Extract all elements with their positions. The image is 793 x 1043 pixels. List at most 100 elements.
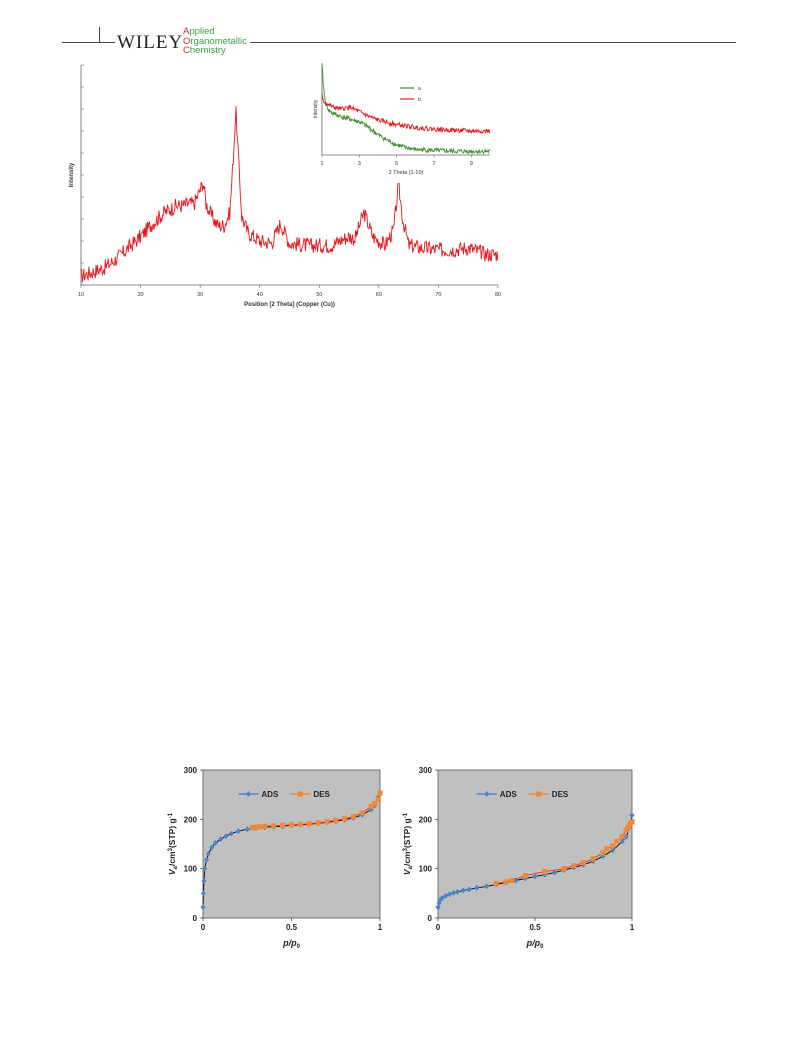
isotherm-right-des-point — [610, 843, 616, 849]
isotherm-right-ads-point — [619, 838, 625, 845]
xrd-x-tick-label: 20 — [138, 292, 144, 298]
isotherm-right-y-tick-label: 300 — [419, 766, 433, 775]
isotherm-right-ads-point — [443, 892, 449, 899]
isotherm-right-des-point — [627, 821, 633, 827]
header-tick — [99, 27, 100, 42]
isotherm-right-ads-point — [437, 897, 443, 904]
isotherm-right-ads-point — [474, 884, 480, 891]
isotherm-left-ads-point — [200, 904, 206, 911]
xrd-x-axis-label: Position [2 Theta] (Copper (Cu)) — [244, 302, 335, 308]
journal-line-1: Applied — [183, 26, 215, 37]
xrd-inset-y-axis-label: Intensity — [313, 99, 319, 118]
isotherm-left-ads-point — [209, 844, 215, 851]
isotherm-right-des-point — [509, 877, 515, 884]
xrd-inset-x-tick-label: 1 — [320, 161, 323, 167]
isotherm-right-des-point — [600, 850, 606, 856]
isotherm-right-ads-point — [484, 883, 489, 890]
isotherm-left-des-point — [333, 817, 339, 823]
isotherm-right-x-axis-label: p/p0 — [526, 938, 545, 950]
isotherm-left-y-tick-label: 100 — [184, 865, 198, 874]
isotherm-right-x-tick-label: 0 — [436, 923, 441, 932]
isotherm-left-y-axis-label: Va/cm3(STP) g-1 — [167, 812, 179, 875]
xrd-inset-x-axis-label: 2 Theta (1-10) — [389, 170, 424, 176]
isotherm-right-plot-area — [437, 769, 633, 919]
journal-line-3: Chemistry — [183, 45, 226, 56]
isotherm-left-ads-point — [200, 890, 206, 897]
isotherm-left-ads-point — [244, 826, 250, 833]
xrd-inset-legend-label-b: b — [418, 97, 421, 103]
isotherm-left-des-point — [257, 824, 263, 830]
isotherm-left-des-point — [280, 822, 286, 828]
isotherm-right-ads-point — [532, 873, 538, 880]
isotherm-right-ads-point — [610, 847, 616, 854]
isotherm-left-y-tick-label: 300 — [184, 766, 198, 775]
isotherm-left-legend-marker-ads — [245, 791, 251, 797]
isotherm-right-y-tick-label: 200 — [419, 815, 433, 824]
isotherm-right-y-tick-label: 100 — [419, 865, 433, 874]
isotherm-right-ads-point — [623, 833, 629, 840]
isotherm-left-ads-point — [235, 828, 241, 835]
isotherm-left-y-tick-label: 200 — [184, 815, 198, 824]
xrd-x-tick-label: 30 — [197, 292, 203, 298]
page-header: WILEY Applied Organometallic Chemistry — [0, 0, 793, 60]
xrd-x-tick-label: 50 — [316, 292, 322, 298]
isotherm-right-ads-point — [460, 887, 466, 894]
isotherm-right-des-point — [623, 827, 629, 833]
isotherm-left-ads-point — [228, 830, 234, 837]
isotherm-left-des-point — [262, 823, 268, 829]
isotherm-left-des-point — [297, 821, 303, 827]
isotherm-left-des-point — [377, 790, 383, 796]
isotherm-right-des-point — [571, 863, 577, 869]
isotherm-right-des-point — [625, 824, 631, 830]
isotherm-left-des-point — [342, 816, 348, 822]
isotherm-left-ads-point — [204, 856, 210, 863]
xrd-x-tick-label: 70 — [435, 292, 441, 298]
isotherm-right-ads-point — [451, 889, 457, 896]
xrd-x-tick-label: 80 — [495, 292, 501, 298]
isotherm-right-legend-label-ads: ADS — [500, 790, 518, 799]
isotherm-left-des-point — [288, 822, 295, 828]
isotherm-right-ads-point — [466, 886, 472, 893]
isotherm-right-y-axis-label: Va/cm3(STP) g-1 — [402, 812, 414, 875]
header-rule — [100, 42, 736, 43]
publisher-logo: WILEY — [115, 32, 186, 54]
isotherm-right-des-point — [580, 860, 587, 866]
isotherm-left-des-point — [306, 821, 312, 827]
isotherm-left-des-point — [249, 825, 256, 831]
xrd-inset-legend-label-a: a — [418, 86, 421, 92]
header-rule-left — [62, 42, 100, 43]
isotherm-right-des-point — [604, 846, 610, 852]
isotherm-left-plot-area — [202, 769, 381, 919]
isotherm-right-ads-point — [522, 875, 528, 882]
isotherm-left-legend-label-ads: ADS — [261, 790, 279, 799]
xrd-inset-x-tick-label: 5 — [395, 161, 398, 167]
isotherm-left-x-tick-label: 1 — [378, 923, 383, 932]
isotherm-left-des-point — [253, 824, 259, 830]
isotherm-right-legend-marker-des — [536, 791, 542, 797]
isotherm-left-des-point — [324, 819, 330, 825]
isotherm-left-des-point — [359, 810, 365, 816]
isotherm-left-des-point — [368, 803, 374, 810]
isotherm-left-ads-point — [223, 833, 229, 840]
isotherm-right-x-tick-label: 1 — [630, 923, 635, 932]
isotherm-right-ads-point — [629, 812, 635, 819]
journal-line-2: Organometallic — [183, 35, 247, 47]
isotherm-right-y-tick-label: 0 — [428, 914, 433, 923]
xrd-inset-x-tick-label: 7 — [432, 161, 435, 167]
xrd-series-line — [80, 106, 499, 283]
isotherm-left-ads-point — [201, 878, 207, 884]
isotherm-left-x-tick-label: 0.5 — [286, 923, 298, 932]
xrd-inset-series-b — [321, 93, 491, 135]
isotherm-right-ads-point — [454, 888, 460, 895]
isotherm-right-des-point — [542, 869, 548, 875]
isotherm-left-des-point — [372, 800, 378, 807]
isotherm-right-legend-marker-ads — [484, 791, 490, 797]
xrd-x-tick-label: 40 — [257, 292, 263, 298]
isotherm-left-legend-label-des: DES — [313, 790, 330, 799]
isotherm-figure: 0 100 200 300 0 0.5 1 p/p0 Va/cm3(STP) g-1 ADS DES… — [167, 766, 635, 950]
xrd-inset-series-a — [321, 64, 491, 156]
isotherm-left-des-point — [375, 797, 381, 803]
isotherm-right-ads-point — [447, 891, 453, 898]
isotherm-left-legend-marker-des — [297, 791, 303, 797]
isotherm-right-des-point — [503, 879, 509, 885]
